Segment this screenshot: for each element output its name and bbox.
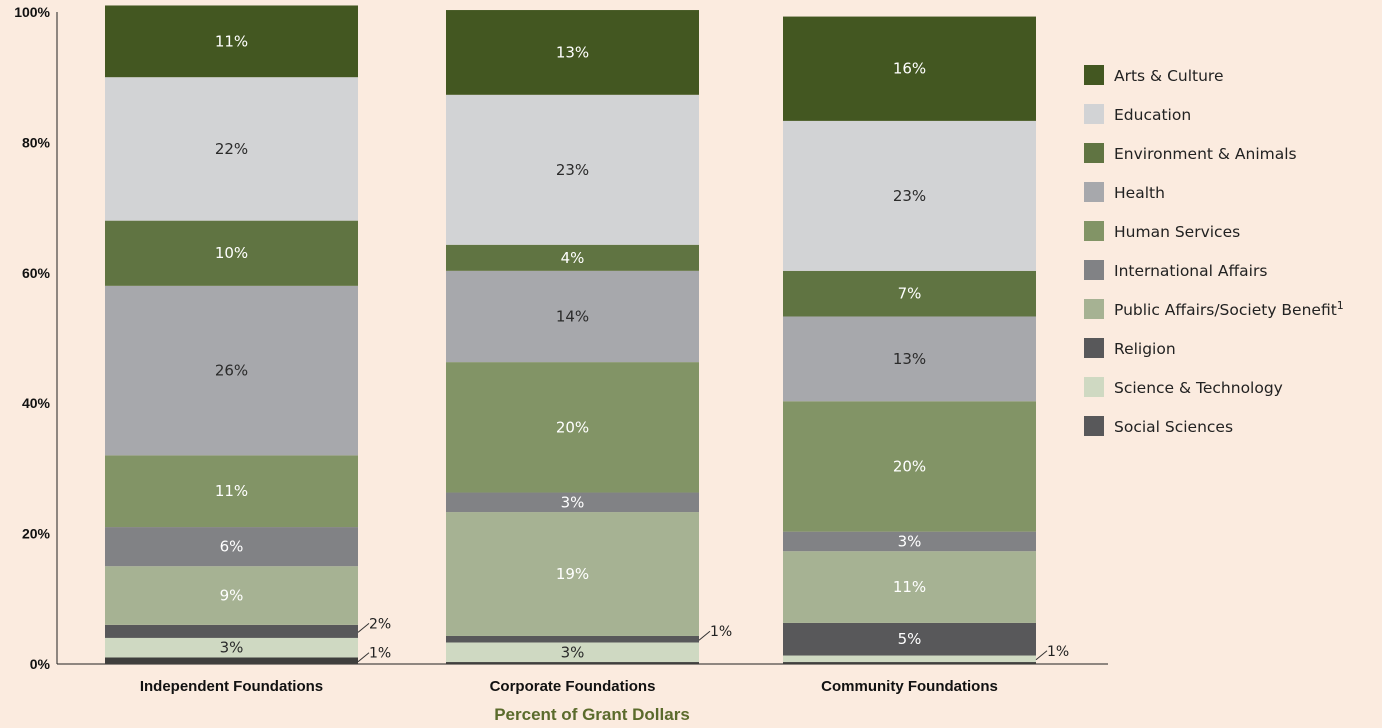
data-label: 10% [215,244,248,262]
legend-swatch [1084,416,1104,436]
bar-segment [105,220,358,286]
legend-swatch [1084,182,1104,202]
legend-label: Education [1114,106,1191,124]
bar-segment [783,316,1036,402]
y-tick-label: 100% [14,4,50,20]
data-label: 16% [893,60,926,78]
x-axis-title: Percent of Grant Dollars [494,705,690,724]
bar-segment [446,512,699,636]
bar-segment [105,77,358,221]
legend-swatch [1084,377,1104,397]
data-label: 9% [220,587,244,605]
y-tick-label: 60% [22,265,51,281]
legend-label: Environment & Animals [1114,145,1297,163]
leader-line [1035,650,1048,661]
data-label: 1% [369,646,391,662]
leader-line [698,630,711,641]
x-tick-label: Independent Foundations [140,678,323,695]
bar-segment [783,270,1036,317]
y-tick-label: 40% [22,395,51,411]
bar-segment [446,94,699,245]
bar-segment [446,492,699,513]
legend-label: Religion [1114,340,1176,358]
bar-segment [783,16,1036,121]
leader-line [357,623,370,633]
data-label: 20% [893,457,926,475]
data-label: 11% [893,578,926,596]
legend-label: Social Sciences [1114,418,1233,436]
x-tick-label: Community Foundations [821,678,998,695]
bar-segment [446,10,699,95]
data-label: 3% [561,493,585,511]
data-label: 20% [556,418,589,436]
data-label: 14% [556,307,589,325]
data-label: 3% [898,532,922,550]
data-label: 23% [893,187,926,205]
bar-segment [105,5,358,78]
bar-segment [783,622,1036,656]
legend-label: Science & Technology [1114,379,1283,397]
bar-segment [105,455,358,528]
bar-segment [446,662,699,664]
bar-segment [783,655,1036,663]
bars: 3% 9% 6% 11% 26% 10% 22% 11% 1% 2% 3% 19% 3% 20% 14% 4%… [105,5,1069,664]
bar-segment [105,657,358,664]
bar-segment [446,270,699,363]
leader-line [357,652,370,663]
bar-segment [105,637,358,658]
legend: Arts & Culture Education Environment & Ani… [1084,65,1344,436]
data-label: 19% [556,565,589,583]
bar-segment [446,642,699,663]
data-label: 26% [215,362,248,380]
legend-swatch [1084,65,1104,85]
legend-footnote-marker: 1 [1337,299,1344,312]
bar-segment [105,285,358,456]
data-label: 3% [220,639,244,657]
data-label: 13% [556,43,589,61]
legend-swatch [1084,143,1104,163]
x-tick-label: Corporate Foundations [490,678,656,695]
y-tick-label: 20% [22,526,51,542]
legend-label: Public Affairs/Society Benefit1 [1114,299,1344,319]
legend-swatch [1084,338,1104,358]
data-label: 7% [898,285,922,303]
legend-label: Arts & Culture [1114,67,1224,85]
data-label: 1% [1047,644,1069,660]
data-label: 4% [561,249,585,267]
data-label: 2% [369,616,391,632]
axes: 0% 20% 40% 60% 80% 100% Independent Foundation… [14,4,1108,695]
legend-swatch [1084,260,1104,280]
data-label: 3% [561,643,585,661]
bar-segment [783,531,1036,552]
bar-segment [105,527,358,567]
data-label: 22% [215,140,248,158]
bar-segment [783,551,1036,623]
data-label: 1% [710,624,732,640]
data-label: 5% [898,630,922,648]
bar-segment [446,244,699,271]
bar-segment [783,120,1036,271]
legend-swatch [1084,104,1104,124]
legend-swatch [1084,221,1104,241]
bar-segment [105,624,358,638]
legend-label: International Affairs [1114,262,1267,280]
legend-swatch [1084,299,1104,319]
bar-segment [446,635,699,643]
bar-segment [783,401,1036,532]
data-label: 6% [220,538,244,556]
data-label: 11% [215,32,248,50]
bar-segment [446,362,699,493]
legend-label: Human Services [1114,223,1240,241]
bar-segment [105,566,358,625]
data-label: 13% [893,350,926,368]
y-tick-label: 80% [22,134,51,150]
data-label: 23% [556,161,589,179]
data-label: 11% [215,482,248,500]
bar-segment [783,662,1036,664]
legend-label: Health [1114,184,1165,202]
y-tick-label: 0% [30,656,51,672]
